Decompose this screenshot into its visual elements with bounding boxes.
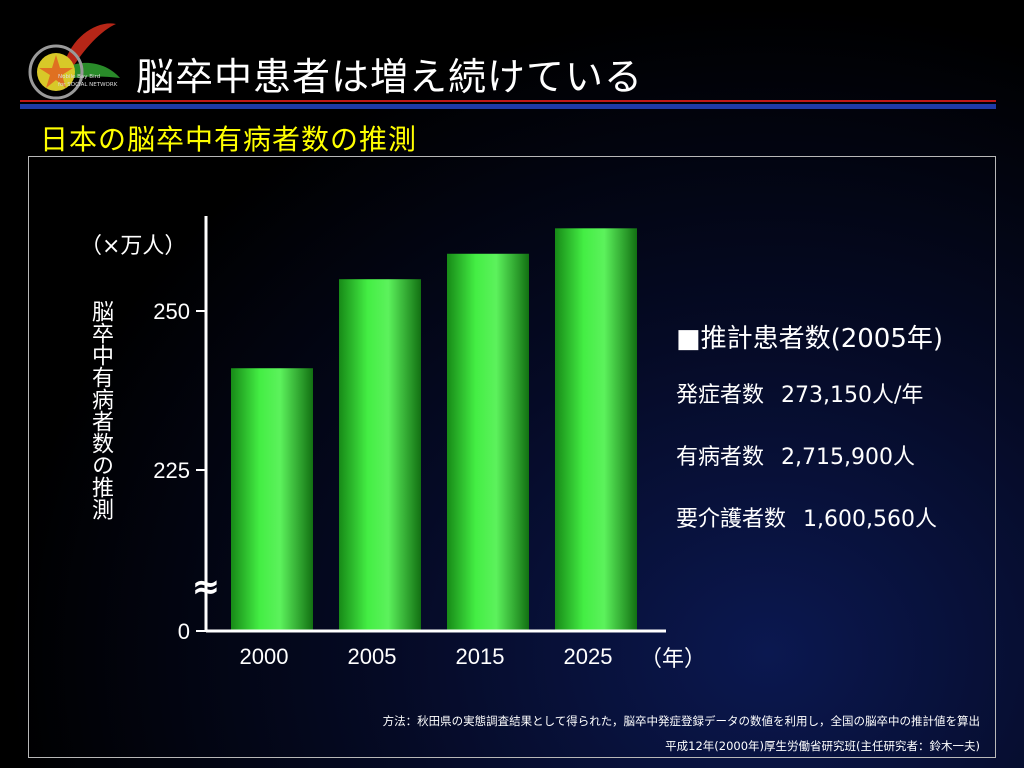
logo: Nobile Bay Bird for SOCIAL NETWORK <box>24 20 124 102</box>
stat-value: 2,715,900人 <box>781 445 915 470</box>
footnote-source: 平成12年(2000年)厚生労働省研究班(主任研究者：鈴木一夫) <box>665 739 980 753</box>
logo-graphic: Nobile Bay Bird for SOCIAL NETWORK <box>28 23 120 100</box>
bar-2005 <box>339 279 421 631</box>
subtitle: 日本の脳卒中有病者数の推測 <box>40 123 418 156</box>
y-tick-label: 225 <box>153 458 190 483</box>
bar-2015 <box>447 253 529 631</box>
chart-panel <box>28 156 996 758</box>
y-axis-title: 脳卒中有病者数の推測 <box>88 300 113 520</box>
logo-text-1: Nobile Bay Bird <box>58 74 100 80</box>
title-rule-red <box>20 100 996 102</box>
bar-2025 <box>555 228 637 631</box>
page-title: 脳卒中患者は増え続けている <box>136 55 644 99</box>
y-unit-label: （×万人） <box>80 234 187 259</box>
y-tick-label: 250 <box>153 299 190 324</box>
stats-box: ■推計患者数(2005年) 発症者数 273,150人/年 有病者数 2,715… <box>676 318 943 563</box>
bar-2000 <box>231 368 313 631</box>
axis-break-symbol: ≈ <box>192 567 221 607</box>
x-tick-label: 2015 <box>456 644 505 669</box>
x-tick-label: 2025 <box>564 644 613 669</box>
x-tick-label: 2000 <box>240 644 289 669</box>
stat-label: 有病者数 <box>676 445 765 470</box>
stat-row-prevalence: 有病者数 2,715,900人 <box>676 439 943 471</box>
stat-label: 発症者数 <box>676 383 765 408</box>
x-unit-label: （年） <box>640 647 706 672</box>
stat-row-onset: 発症者数 273,150人/年 <box>676 377 943 409</box>
stat-value: 1,600,560人 <box>803 507 937 532</box>
stats-title: ■推計患者数(2005年) <box>676 324 944 354</box>
logo-text-2: for SOCIAL NETWORK <box>58 82 118 88</box>
y-tick-label: 0 <box>178 619 190 644</box>
x-tick-label: 2005 <box>348 644 397 669</box>
stat-value: 273,150人/年 <box>781 383 924 408</box>
stat-label: 要介護者数 <box>676 507 787 532</box>
stat-row-care: 要介護者数 1,600,560人 <box>676 501 943 533</box>
footnote-method: 方法：秋田県の実態調査結果として得られた，脳卒中発症登録データの数値を利用し，全… <box>382 714 980 728</box>
title-rule-blue <box>20 104 996 109</box>
